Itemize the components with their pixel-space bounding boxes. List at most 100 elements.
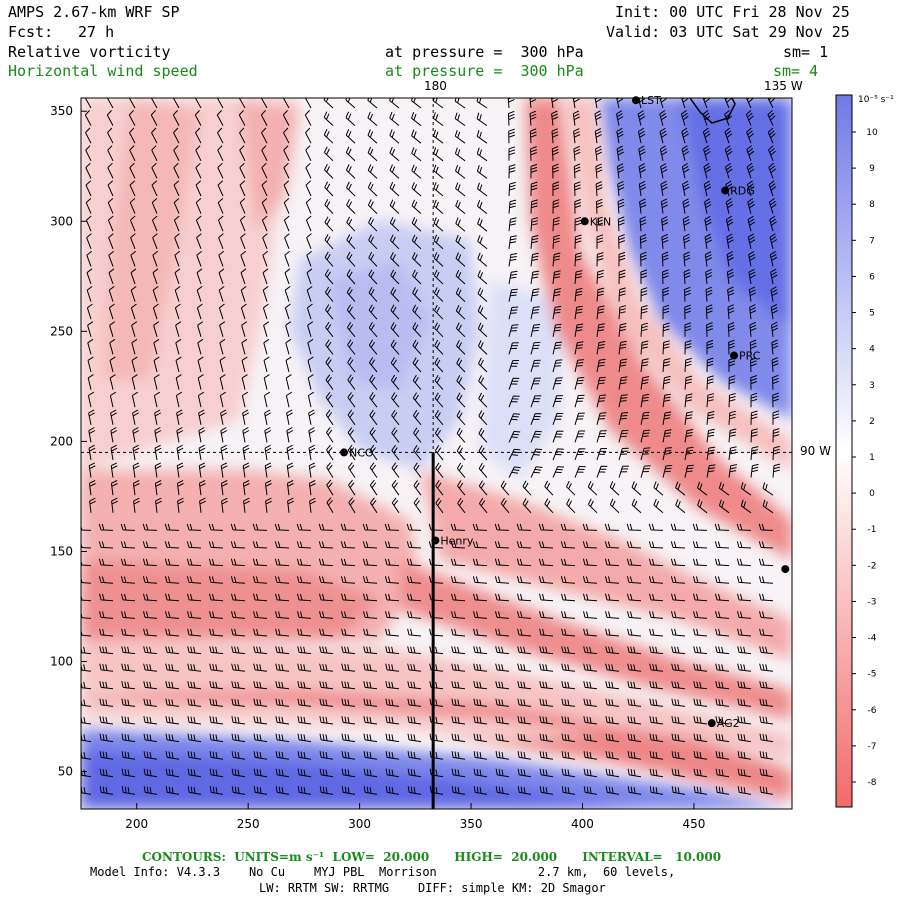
wind-barb [583,663,598,672]
wind-barb [627,593,642,602]
wind-barb [456,410,466,426]
wind-barb [539,646,554,655]
wind-barb [660,180,668,197]
wind-barb [681,162,690,179]
wind-barb [457,480,466,496]
wind-barb [305,198,312,214]
wind-barb [196,286,203,302]
wind-barb [530,146,537,161]
meridian-label: 180 [424,79,447,93]
wind-barb [143,733,158,743]
wind-barb [239,127,246,144]
wind-barb [369,462,378,478]
wind-barb [472,576,488,584]
wind-barb [560,558,576,567]
wind-barb [173,127,180,144]
wind-barb [218,286,225,302]
wind-barb [121,716,136,725]
wind-barb [587,498,598,514]
wind-barb [363,611,378,619]
station-label: Henry [440,534,474,547]
wind-barb [406,576,422,584]
wind-barb [561,698,576,707]
wind-barb [670,523,686,531]
wind-barb [706,428,715,443]
wind-barb [284,303,291,320]
wind-barb [165,751,180,760]
wind-barb [718,481,730,496]
wind-barb [88,444,96,461]
wind-barb [297,628,312,637]
wind-barb [728,393,736,408]
wind-barb [552,234,561,249]
wind-barb [306,233,312,249]
wind-barb [750,463,759,478]
wind-barb [433,129,444,144]
wind-barb [231,698,246,707]
wind-barb [706,446,716,461]
wind-barb [693,628,708,637]
wind-barb [605,663,620,672]
wind-barb [697,499,708,514]
wind-barb [347,444,356,461]
wind-barb [411,98,422,109]
wind-barb [681,98,689,109]
wind-barb [242,427,250,443]
wind-barb [640,340,649,355]
wind-barb [715,751,730,760]
wind-barb [325,321,334,338]
wind-barb [476,165,488,179]
wind-barb [692,576,708,584]
wind-barb [662,429,672,443]
wind-barb [684,393,693,408]
wind-barb [692,523,708,531]
wind-barb [477,235,488,250]
wind-barb [552,305,562,320]
wind-barb [275,628,290,637]
wind-barb [108,233,114,249]
wind-barb [411,129,422,144]
wind-barb [618,465,630,478]
wind-barb [596,376,606,390]
wind-barb [516,523,532,531]
wind-barb [120,541,136,549]
wind-barb [197,391,205,408]
wind-barb [530,235,539,249]
wind-barb [262,303,269,320]
wind-barb [390,287,400,302]
wind-barb [111,497,118,513]
wind-barb [561,716,576,725]
wind-barb [390,269,400,285]
wind-barb [429,716,444,725]
wind-barb [196,268,203,285]
wind-barb [368,339,378,355]
wind-barb [296,576,312,584]
wind-barb [175,391,183,408]
wind-barb [165,628,180,637]
wind-barb [574,448,586,461]
wind-barb [508,466,521,478]
wind-barb [517,681,532,690]
wind-barb [552,163,559,179]
wind-barb [340,558,356,567]
wind-barb [705,268,713,285]
wind-barb [308,462,316,478]
wind-barb [411,112,422,126]
forecast-hours: 27 h [78,23,115,41]
wind-barb [616,98,624,109]
wind-barb [455,164,466,179]
wind-barb [87,321,94,337]
wind-barb [671,751,686,760]
wind-barb [152,286,159,302]
wind-barb [99,698,114,707]
wind-barb [153,356,160,373]
wind-barb [187,593,202,602]
wind-barb [345,164,356,179]
wind-barb [660,198,669,214]
wind-barb [106,110,114,126]
wind-barb [341,733,356,743]
wind-barb [263,338,270,355]
wind-barb [324,163,334,179]
wind-barb [662,411,672,425]
wind-barb [748,268,756,285]
